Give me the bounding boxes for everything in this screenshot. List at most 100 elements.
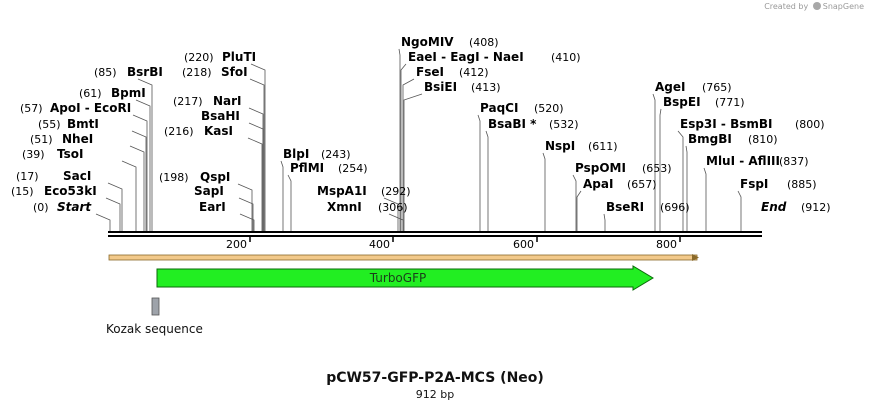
enzyme-label[interactable]: KasI bbox=[204, 124, 233, 138]
enzyme-leader-line bbox=[685, 145, 688, 231]
enzyme-leader-line bbox=[105, 197, 121, 231]
enzyme-position: (51) bbox=[30, 133, 53, 146]
ruler-tick-label: 800 bbox=[656, 238, 677, 251]
enzyme-position: (800) bbox=[795, 118, 825, 131]
enzyme-leader-line bbox=[677, 130, 684, 231]
enzyme-leader-line bbox=[95, 213, 111, 231]
enzyme-leader-line bbox=[237, 183, 253, 231]
enzyme-label[interactable]: BpmI bbox=[111, 86, 146, 100]
enzyme-position: (810) bbox=[748, 133, 778, 146]
enzyme-label[interactable]: BsrBI bbox=[127, 65, 163, 79]
enzyme-leader-line bbox=[737, 190, 742, 231]
ruler-tick-label: 400 bbox=[369, 238, 390, 251]
enzyme-label[interactable]: PflMI bbox=[290, 161, 324, 175]
enzyme-leader-line bbox=[131, 130, 147, 231]
enzyme-leader-line bbox=[250, 63, 266, 231]
enzyme-position: (217) bbox=[173, 95, 203, 108]
enzyme-label[interactable]: ApoI - EcoRI bbox=[50, 101, 131, 115]
enzyme-label[interactable]: ApaI bbox=[583, 177, 613, 191]
enzyme-leader-line bbox=[659, 108, 662, 231]
enzyme-leader-line bbox=[239, 213, 255, 231]
enzyme-label[interactable]: PaqCI bbox=[480, 101, 518, 115]
enzyme-leader-line bbox=[121, 160, 137, 231]
enzyme-position: (520) bbox=[534, 102, 564, 115]
enzyme-label[interactable]: FspI bbox=[740, 177, 768, 191]
enzyme-leader-line bbox=[132, 114, 148, 231]
enzyme-position: (408) bbox=[469, 36, 499, 49]
credit-prefix: Created by bbox=[764, 2, 809, 11]
enzyme-leader-line bbox=[238, 197, 254, 231]
enzyme-label[interactable]: MspA1I bbox=[317, 184, 367, 198]
enzyme-position: (55) bbox=[38, 118, 61, 131]
enzyme-leader-line bbox=[383, 197, 399, 231]
enzyme-label[interactable]: SacI bbox=[63, 169, 91, 183]
enzyme-label[interactable]: BmgBI bbox=[688, 132, 732, 146]
kozak-feature[interactable] bbox=[151, 297, 160, 316]
enzyme-label[interactable]: NheI bbox=[62, 132, 93, 146]
enzyme-position: (410) bbox=[551, 51, 581, 64]
enzyme-label[interactable]: BseRI bbox=[606, 200, 644, 214]
enzyme-label[interactable]: NarI bbox=[213, 94, 242, 108]
enzyme-label[interactable]: XmnI bbox=[327, 200, 362, 214]
enzyme-label[interactable]: PluTI bbox=[222, 50, 256, 64]
enzyme-position: (292) bbox=[381, 185, 411, 198]
enzyme-leader-line bbox=[703, 167, 707, 231]
orf-arrow bbox=[108, 254, 699, 261]
enzyme-label[interactable]: EaeI - EagI - NaeI bbox=[408, 50, 524, 64]
ruler-tick-label: 600 bbox=[513, 238, 534, 251]
enzyme-label[interactable]: SfoI bbox=[221, 65, 248, 79]
enzyme-label[interactable]: SapI bbox=[194, 184, 224, 198]
enzyme-label[interactable]: End bbox=[761, 200, 787, 214]
enzyme-leader-line bbox=[603, 213, 606, 231]
enzyme-position: (611) bbox=[588, 140, 618, 153]
enzyme-label[interactable]: Eco53kI bbox=[44, 184, 97, 198]
plasmid-length: 912 bp bbox=[415, 388, 455, 401]
enzyme-label[interactable]: Start bbox=[57, 200, 92, 214]
enzyme-position: (412) bbox=[459, 66, 489, 79]
enzyme-leader-line bbox=[477, 114, 481, 231]
enzyme-leader-line bbox=[652, 93, 656, 231]
enzyme-label[interactable]: BspEI bbox=[663, 95, 701, 109]
enzyme-leader-line bbox=[542, 152, 546, 231]
enzyme-position: (653) bbox=[642, 162, 672, 175]
snapgene-credit: Created by SnapGene bbox=[764, 2, 864, 11]
enzyme-label[interactable]: BmtI bbox=[67, 117, 99, 131]
enzyme-label[interactable]: EarI bbox=[199, 200, 226, 214]
enzyme-position: (198) bbox=[159, 171, 189, 184]
enzyme-label[interactable]: BsiEI bbox=[424, 80, 457, 94]
enzyme-label[interactable]: MluI - AflIII bbox=[706, 154, 780, 168]
enzyme-position: (218) bbox=[182, 66, 212, 79]
enzyme-position: (765) bbox=[702, 81, 732, 94]
credit-brand: SnapGene bbox=[822, 2, 864, 11]
kozak-label: Kozak sequence bbox=[106, 322, 203, 336]
enzyme-position: (0) bbox=[33, 201, 49, 214]
enzyme-label[interactable]: AgeI bbox=[655, 80, 685, 94]
turbogfp-feature[interactable] bbox=[156, 265, 654, 291]
turbogfp-label: TurboGFP bbox=[369, 271, 426, 285]
plasmid-title: pCW57-GFP-P2A-MCS (Neo) bbox=[326, 370, 544, 386]
enzyme-position: (17) bbox=[16, 170, 39, 183]
enzyme-leader-line bbox=[485, 130, 489, 231]
enzyme-leader-line bbox=[398, 48, 401, 231]
enzyme-label[interactable]: BsaBI * bbox=[488, 117, 537, 131]
enzyme-leader-line bbox=[280, 160, 284, 231]
enzyme-position: (15) bbox=[11, 185, 34, 198]
enzyme-label[interactable]: Esp3I - BsmBI bbox=[680, 117, 772, 131]
enzyme-position: (243) bbox=[321, 148, 351, 161]
enzyme-label[interactable]: QspI bbox=[200, 170, 230, 184]
enzyme-position: (216) bbox=[164, 125, 194, 138]
enzyme-label[interactable]: FseI bbox=[416, 65, 444, 79]
enzyme-label[interactable]: NspI bbox=[545, 139, 575, 153]
enzyme-label[interactable]: TsoI bbox=[57, 147, 83, 161]
enzyme-leader-line bbox=[135, 99, 151, 231]
enzyme-position: (413) bbox=[471, 81, 501, 94]
enzyme-label[interactable]: BlpI bbox=[283, 147, 309, 161]
enzyme-label[interactable]: PspOMI bbox=[575, 161, 626, 175]
snapgene-logo-icon bbox=[812, 2, 821, 10]
enzyme-position: (912) bbox=[801, 201, 831, 214]
enzyme-label[interactable]: NgoMIV bbox=[401, 35, 454, 49]
enzyme-label[interactable]: BsaHI bbox=[201, 109, 240, 123]
enzyme-position: (696) bbox=[660, 201, 690, 214]
